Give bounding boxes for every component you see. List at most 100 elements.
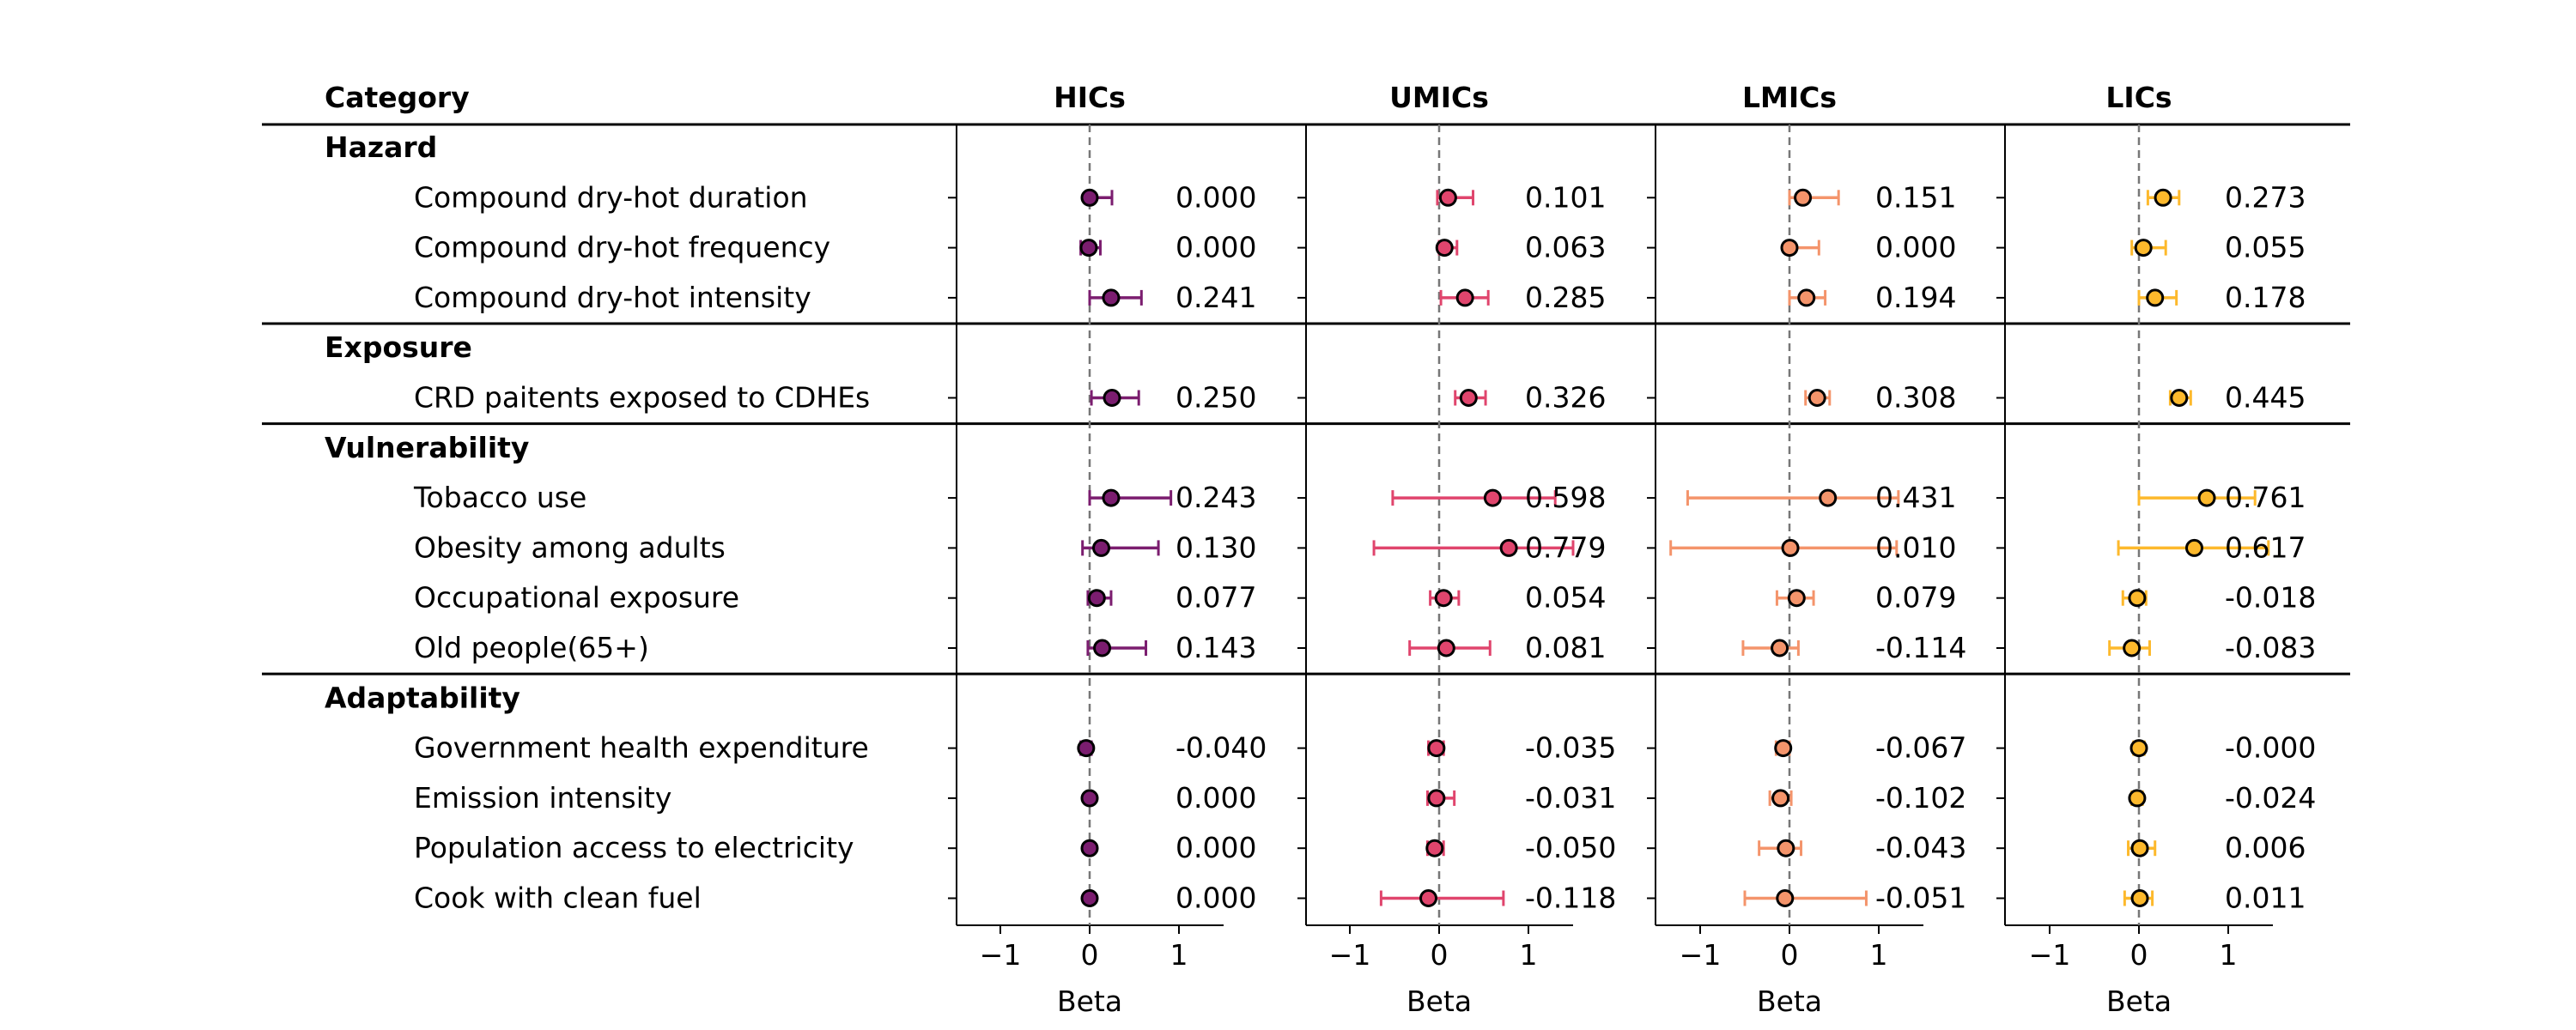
value-label: 0.151 [1875,180,1956,214]
value-label: 0.000 [1176,882,1256,915]
value-label: 0.178 [2225,281,2306,314]
value-label: -0.102 [1875,781,1966,815]
estimate-point [1780,239,1799,258]
value-label: 0.055 [2225,231,2306,264]
x-axis-label-umics: Beta [1406,985,1472,1018]
estimate-point [1781,538,1800,557]
estimate-point [1103,389,1121,407]
estimate-point [1774,739,1793,758]
estimate-point [1419,889,1438,907]
estimate-point [1092,538,1111,557]
category-header: Category [325,81,470,114]
estimate-point [1080,789,1099,808]
estimate-point [2130,889,2149,907]
estimate-point [1434,589,1453,608]
estimate-point [1080,188,1099,207]
estimate-point [1102,288,1121,307]
x-tick-label: 1 [1870,938,1888,972]
value-label: 0.598 [1525,481,1606,514]
value-label: 0.143 [1176,631,1256,664]
value-label: 0.079 [1875,581,1956,615]
panel-title-umics: UMICs [1389,81,1489,114]
estimate-point [1435,239,1454,258]
estimate-point [1483,488,1502,507]
row-label: Government health expenditure [414,731,869,765]
estimate-point [1787,589,1806,608]
estimate-point [2123,639,2142,657]
value-label: -0.035 [1525,731,1616,765]
estimate-point [2128,789,2147,808]
row-label: Compound dry-hot intensity [414,281,811,314]
estimate-point [2128,589,2147,608]
estimate-point [1093,639,1112,657]
x-tick-label: 1 [1520,938,1538,972]
estimate-point [1819,488,1838,507]
value-label: 0.326 [1525,381,1606,415]
value-label: 0.054 [1525,581,1606,615]
estimate-point [1794,188,1813,207]
value-label: -0.040 [1176,731,1267,765]
value-label: 0.000 [1176,781,1256,815]
estimate-point [1080,889,1099,907]
row-label: Compound dry-hot duration [414,180,808,214]
value-label: 0.000 [1875,231,1956,264]
value-label: 0.617 [2225,530,2306,564]
group-label-exposure: Exposure [325,330,472,364]
value-label: 0.006 [2225,831,2306,864]
value-label: 0.241 [1176,281,1256,314]
value-label: 0.010 [1875,530,1956,564]
group-label-hazard: Hazard [325,130,437,164]
estimate-point [1499,538,1518,557]
row-label: Tobacco use [413,481,586,514]
row-label: Emission intensity [414,781,671,815]
x-tick-label: 0 [1781,938,1799,972]
value-label: -0.114 [1875,631,1966,664]
x-tick-label: 0 [1431,938,1449,972]
x-tick-label: −1 [980,938,1022,972]
value-label: 0.250 [1176,381,1256,415]
value-label: -0.024 [2225,781,2316,815]
value-label: 0.761 [2225,481,2306,514]
x-tick-label: −1 [2029,938,2071,972]
row-label: CRD paitents exposed to CDHEs [414,381,870,415]
estimate-point [1807,389,1826,407]
estimate-point [2197,488,2216,507]
value-label: 0.000 [1176,180,1256,214]
value-label: 0.308 [1875,381,1956,415]
estimate-point [1771,639,1789,657]
value-label: 0.077 [1176,581,1256,615]
value-label: 0.000 [1176,831,1256,864]
value-label: 0.285 [1525,281,1606,314]
x-tick-label: −1 [1680,938,1722,972]
estimate-point [1427,789,1446,808]
row-label: Population access to electricity [414,831,854,864]
x-tick-label: 0 [2130,938,2148,972]
x-tick-label: 0 [1081,938,1099,972]
estimate-point [1079,239,1098,258]
value-label: 0.011 [2225,882,2306,915]
value-label: 0.779 [1525,530,1606,564]
panel-title-lics: LICs [2105,81,2172,114]
row-label: Compound dry-hot frequency [414,231,830,264]
x-axis-label-hics: Beta [1057,985,1122,1018]
value-label: 0.081 [1525,631,1606,664]
estimate-point [2129,739,2148,758]
value-label: -0.043 [1875,831,1966,864]
estimate-point [1777,839,1795,857]
estimate-point [2154,188,2172,207]
estimate-point [1425,839,1444,857]
row-label: Cook with clean fuel [414,882,702,915]
x-axis-label-lmics: Beta [1757,985,1822,1018]
estimate-point [1437,639,1455,657]
value-label: 0.431 [1875,481,1956,514]
value-label: -0.083 [2225,631,2316,664]
estimate-point [2170,389,2189,407]
estimate-point [2184,538,2203,557]
estimate-point [1438,188,1457,207]
estimate-point [1459,389,1478,407]
estimate-point [1427,739,1446,758]
panel-title-hics: HICs [1054,81,1126,114]
group-label-adaptability: Adaptability [325,681,520,714]
value-label: 0.445 [2225,381,2306,415]
estimate-point [1102,488,1121,507]
